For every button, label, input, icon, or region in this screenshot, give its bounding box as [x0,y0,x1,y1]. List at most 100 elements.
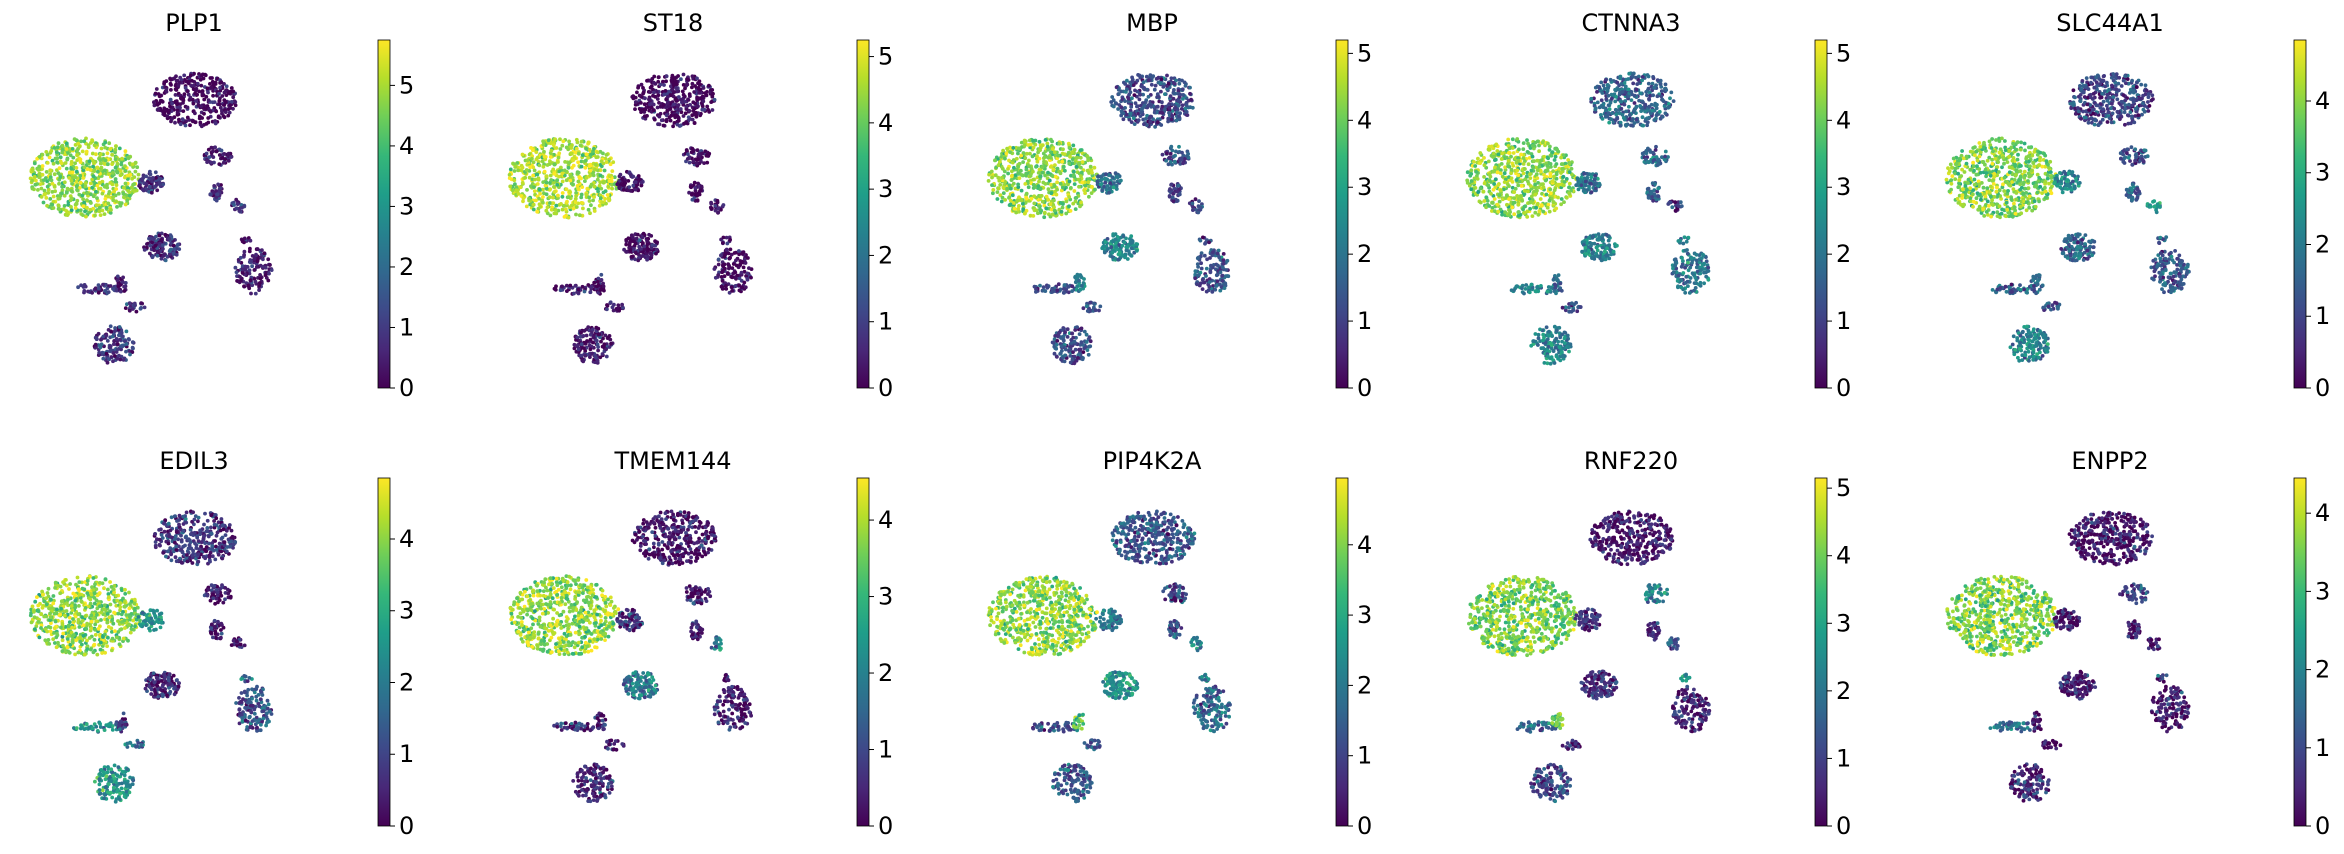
cell-point [1008,150,1012,155]
cell-point [710,206,714,211]
cell-point [1131,83,1136,87]
cell-point [1021,207,1026,212]
cell-point [713,275,718,280]
cell-point [115,278,120,283]
cell-point [510,188,515,193]
cell-point [1027,158,1031,163]
cell-point [568,178,573,183]
cell-point [1076,356,1080,360]
cell-point [207,155,212,160]
cell-point [565,199,569,204]
cell-point [83,181,88,186]
cell-point [719,284,724,289]
cell-point [1065,335,1070,339]
cell-point [1026,185,1031,190]
cell-point [252,268,257,272]
cell-point [552,172,557,176]
colorbar-tick-label: 4 [399,132,414,160]
cell-point [211,93,216,98]
cell-point [239,203,244,207]
cell-point [1052,208,1057,213]
cell-point [707,151,712,156]
cell-point [641,231,646,236]
cell-point [258,276,263,281]
cell-point [701,99,706,104]
cell-point [174,99,179,104]
umap-points [986,73,1231,366]
cell-point [101,356,106,361]
cell-point [48,168,53,173]
cell-point [998,160,1002,164]
cell-point [1035,154,1039,159]
cell-point [721,241,725,245]
cell-point [1036,171,1041,175]
cell-point [119,347,123,352]
cell-point [1095,179,1100,184]
cell-point [123,306,128,310]
cell-point [120,280,125,284]
cell-point [732,251,737,255]
cell-point [1152,110,1157,115]
cell-point [557,151,562,156]
cell-point [990,175,994,180]
cell-point [745,271,750,276]
cell-point [175,110,180,115]
cell-point [580,201,585,206]
cell-point [707,110,712,114]
cell-point [1077,332,1082,336]
cell-point [177,247,182,252]
cell-point [541,200,545,205]
cell-point [534,150,539,155]
cell-point [1660,114,1665,119]
cell-point [1096,174,1101,179]
cell-point [520,165,525,170]
cell-point [1115,175,1120,180]
cell-point [44,196,49,200]
cell-point [599,278,604,282]
colorbar-tick-label: 3 [1357,173,1372,201]
cell-point [1217,255,1222,260]
cell-point [1111,232,1116,237]
cell-point [51,206,56,210]
cell-point [1179,157,1184,162]
cell-point [1020,173,1024,177]
cell-point [1627,104,1631,109]
cell-point [142,248,147,252]
cell-point [1632,121,1637,125]
cell-point [624,250,629,254]
cell-point [560,284,564,289]
cell-point [1129,234,1134,239]
cell-point [1225,258,1230,263]
cell-point [48,197,53,201]
cell-point [553,208,558,212]
cell-point [69,166,74,171]
cell-point [1061,290,1066,295]
cell-point [1169,117,1174,122]
cell-point [1169,76,1174,81]
cell-point [596,345,600,349]
cell-point [723,266,727,271]
cell-point [1078,155,1083,160]
cell-point [1043,289,1048,293]
cell-point [67,176,72,180]
cell-point [128,352,132,357]
cell-point [576,179,581,184]
cell-point [218,85,223,90]
cell-point [1155,120,1160,125]
cell-point [1134,249,1139,253]
cell-point [1099,174,1104,179]
cell-point [579,353,584,358]
cell-point [556,193,560,198]
cell-point [997,178,1002,183]
cell-point [551,167,556,172]
cell-point [989,169,994,174]
cell-point [690,146,695,151]
cell-point [1023,182,1028,186]
cell-point [995,197,1000,201]
cell-point [715,198,720,203]
cell-point [1175,189,1180,194]
cell-point [111,359,115,364]
cell-point [1160,104,1165,109]
cell-point [1163,107,1167,112]
cell-point [194,88,198,93]
